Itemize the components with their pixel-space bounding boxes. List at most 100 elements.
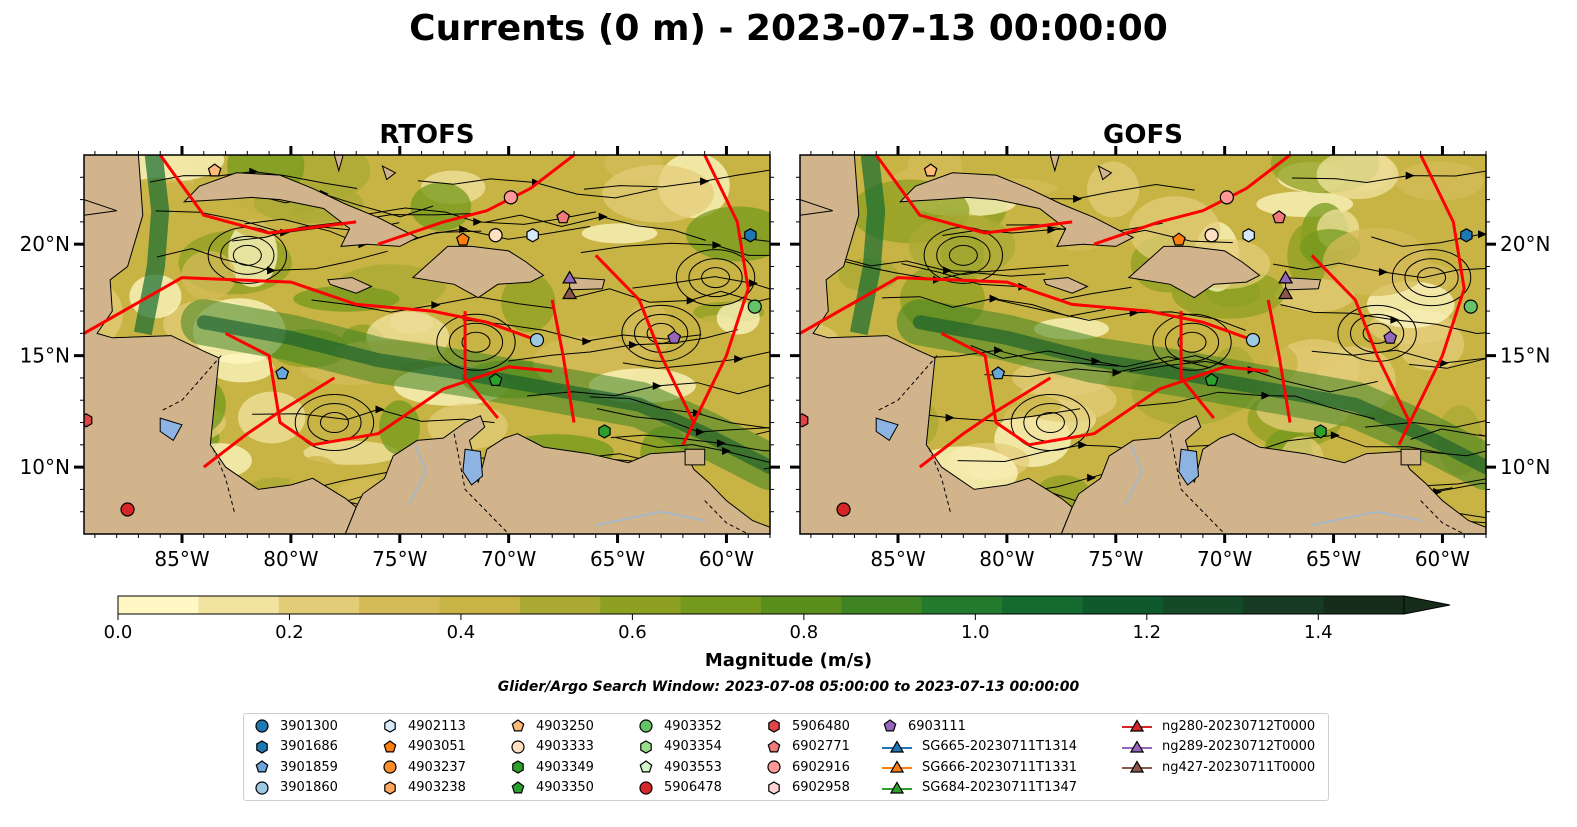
caribbean-current-core [912,315,1486,475]
legend-item-4903553: 4903553 [638,757,722,777]
map-rtofs[interactable]: 85°W 80°W 75°W 70°W 65°W 60°W 20°N 15°N 10°N [20,131,1011,571]
marker-5906478 [836,502,851,517]
legend-label: 6902771 [792,739,850,754]
lon-tick-label: 60°W [1415,547,1470,571]
legend-label: 6902916 [792,759,850,775]
legend-label: 4903238 [408,780,466,795]
land [569,277,606,291]
legend-marker [511,739,525,754]
legend-marker [255,719,269,733]
marker-5906478 [120,502,135,517]
legend-item-4903349: 4903349 [510,757,594,777]
legend-label: 4903354 [664,739,722,754]
eddy-streamline [1164,322,1220,362]
legend-label: 4903553 [664,759,722,775]
legend-marker-icon [883,719,897,732]
legend-marker [883,719,897,732]
eddy-streamline [232,244,262,266]
current-patch [685,206,770,262]
figure-title: Currents (0 m) - 2023-07-13 00:00:00 [409,8,1168,49]
legend-label: 6903111 [908,718,966,734]
marker-6902916 [503,190,518,205]
current-patch [181,250,236,300]
legend-label: 4903237 [408,759,466,775]
legend-item-ng289-20230712T0000: ng289-20230712T0000 [1122,737,1315,757]
legend-item-5906478: 5906478 [638,778,722,798]
colorbar-tick-label: 1.2 [1132,622,1162,643]
eez-boundary [377,155,575,246]
streamline-arrow [459,225,469,234]
legend-label: 4903333 [536,739,594,754]
streamline-arrow [1521,437,1530,445]
eddy-streamline [1337,304,1417,362]
marker-4903051 [456,232,470,246]
lat-tick-label: 15°N [1500,344,1550,368]
streamline [1365,420,1486,428]
legend-marker-icon [1122,739,1152,753]
marker-4902113 [1242,228,1255,243]
lon-tick-label: 60°W [699,547,754,571]
colorbar-segment [1323,596,1405,614]
marker-6902916 [1219,190,1234,205]
legend-marker [512,760,524,774]
marker-5906480 [800,413,809,428]
land [84,199,117,216]
legend-marker [1129,719,1145,732]
marker-3901860 [529,332,545,348]
legend-marker-icon [639,760,653,773]
eddy-streamline [220,235,275,275]
lake [1178,448,1200,486]
current-patch [1316,155,1399,200]
marker-4903352 [747,299,762,314]
map-panel-rtofs[interactable]: 85°W 80°W 75°W 70°W 65°W 60°W20°N15°N10°N85°W… [0,0,1577,600]
panel-title-rtofs: RTOFS [379,120,475,150]
lake [875,417,899,442]
legend-label: 4903350 [536,780,594,795]
marker-4903333 [488,228,503,243]
eddy-streamline [319,412,349,434]
current-patch [602,164,714,223]
legend-label: ng427-20230711T0000 [1162,759,1316,775]
colorbar-segment [841,596,923,614]
legend-marker-icon [255,760,269,773]
streamline-arrow [1541,513,1550,521]
streamline-arrow [1087,473,1097,482]
legend-item-6902958: 6902958 [766,778,850,798]
map-gofs[interactable]: 85°W 80°W 75°W 70°W 65°W 60°W 20°N 15°N 10°N [761,134,1577,571]
legend-marker [639,719,653,733]
legend-item-4903333: 4903333 [510,737,594,757]
legend-marker-icon [511,719,525,732]
eez-boundary [550,299,576,423]
lon-tick-label: 70°W [1197,547,1252,571]
streamline-arrow [473,217,483,226]
legend-label: 3901860 [280,780,338,795]
legend-marker-icon [255,780,269,795]
legend-item-4903051: 4903051 [382,737,466,757]
legend-marker [640,739,652,754]
river [595,510,705,526]
marker-3901686 [1460,228,1473,243]
eez-boundary [463,311,499,420]
land [1400,448,1422,466]
legend-item-SG684-20230711T1347: SG684-20230711T1347 [882,778,1077,798]
legend-label: 3901686 [280,739,338,754]
land [84,155,357,534]
legend-marker-icon [255,719,269,733]
legend-item-4903352: 4903352 [638,716,722,736]
marker-ng289-20230712T0000 [562,270,578,284]
caribbean-current-core [196,315,770,475]
map-frame [83,154,771,535]
eez-boundary [1179,311,1215,420]
country-border [875,355,938,412]
legend-marker-icon [511,780,525,793]
legend-marker-icon [767,739,781,752]
legend-item-5906480: 5906480 [766,716,850,736]
marker-4903349 [598,424,611,439]
legend-marker [255,760,269,773]
eez-boundary [874,155,1073,235]
legend-label: 4903250 [536,718,594,734]
eez-boundary [224,332,553,447]
land [1060,415,1486,534]
eddy-streamline [948,244,978,266]
marker-4903350 [488,372,503,386]
